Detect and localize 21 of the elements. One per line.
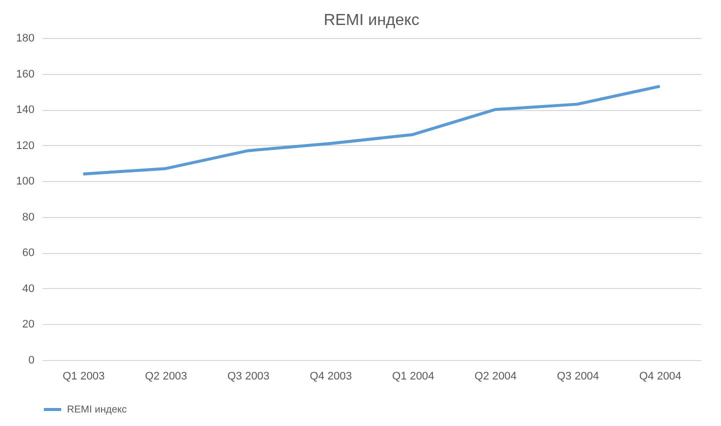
chart-title: REMI индекс <box>324 12 420 29</box>
legend-label: REMI индекс <box>67 404 127 416</box>
y-tick-label: 60 <box>22 247 34 260</box>
x-tick-label: Q3 2003 <box>227 370 270 382</box>
x-tick-label: Q2 2004 <box>474 370 517 382</box>
y-tick-label: 140 <box>16 104 34 116</box>
y-tick-label: 100 <box>16 176 34 188</box>
y-tick-label: 20 <box>22 318 34 331</box>
x-tick-label: Q4 2004 <box>639 370 682 382</box>
line-series <box>82 84 662 176</box>
y-tick-label: 80 <box>22 211 34 224</box>
y-tick-label: 180 <box>16 32 34 44</box>
y-tick-label: 120 <box>16 140 34 152</box>
x-tick-label: Q4 2003 <box>310 370 352 382</box>
x-tick-label: Q1 2004 <box>392 370 434 382</box>
x-tick-label: Q3 2004 <box>556 370 600 382</box>
x-tick-label: Q1 2003 <box>62 370 105 382</box>
y-tick-label: 160 <box>16 68 34 80</box>
y-tick-label: 40 <box>22 282 34 295</box>
y-tick-label: 0 <box>28 354 34 366</box>
x-tick-label: Q2 2003 <box>144 370 188 382</box>
